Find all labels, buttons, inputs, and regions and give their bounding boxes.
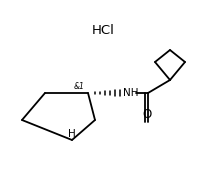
- Text: HCl: HCl: [91, 24, 114, 37]
- Text: NH: NH: [122, 88, 138, 98]
- Text: H: H: [68, 129, 75, 139]
- Text: O: O: [142, 108, 151, 121]
- Text: &1: &1: [74, 82, 85, 91]
